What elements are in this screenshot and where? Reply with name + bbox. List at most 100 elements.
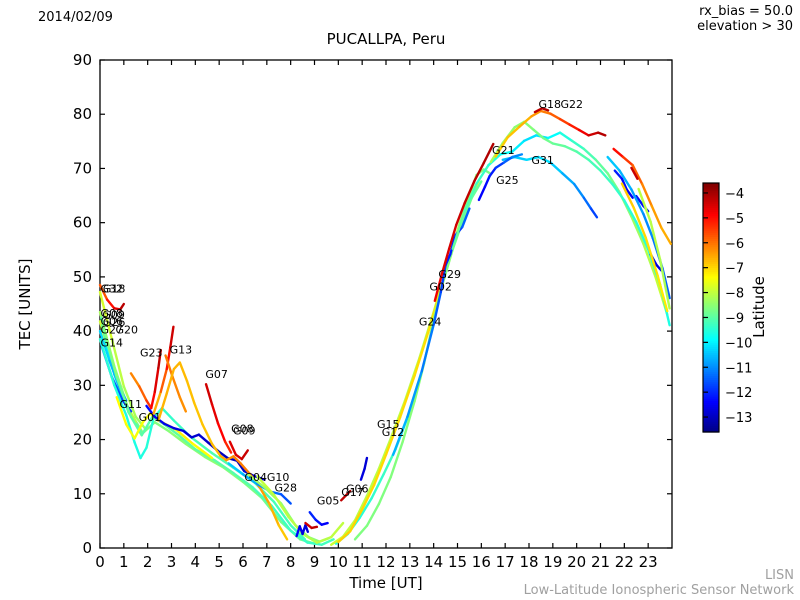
colorbar-slice: [703, 392, 719, 396]
track-segment: [563, 145, 578, 153]
track-segment: [210, 442, 222, 458]
satellite-label-G14: G14: [100, 336, 123, 349]
track-segment: [540, 107, 550, 112]
track-track-bd1: [613, 169, 634, 199]
satellite-label-G26: G26: [103, 316, 126, 329]
track-G13: [152, 325, 175, 415]
colorbar-tick-label: −6: [725, 237, 744, 252]
track-segment: [621, 155, 634, 167]
colorbar-slice: [703, 423, 719, 427]
colorbar-slice: [703, 421, 719, 425]
y-axis-label: TEC [UNITS]: [16, 259, 34, 351]
y-tick-label: 0: [82, 539, 92, 557]
track-segment: [606, 155, 621, 172]
colorbar-slice: [703, 367, 719, 371]
track-segment: [197, 433, 210, 445]
track-segment: [533, 107, 544, 114]
track-G18-b: [489, 120, 671, 327]
track-segment: [658, 258, 671, 310]
colorbar-slice: [703, 311, 719, 315]
y-tick-label: 70: [73, 159, 92, 177]
track-segment: [644, 236, 659, 278]
x-tick-label: 15: [448, 553, 467, 571]
colorbar-slice: [703, 212, 719, 215]
colorbar-slice: [703, 266, 719, 269]
track-segment: [190, 433, 201, 439]
colorbar-slice: [703, 309, 719, 313]
satellite-label-G08: G08: [231, 423, 254, 436]
colorbar-slice: [703, 185, 719, 188]
track-segment: [642, 212, 655, 240]
colorbar-slice: [703, 338, 719, 342]
x-tick-label: 20: [567, 553, 586, 571]
track-segment: [618, 169, 633, 191]
colorbar-slice: [703, 413, 719, 416]
colorbar-slice: [703, 191, 719, 194]
track-segment: [240, 449, 249, 461]
track-segment: [239, 462, 252, 476]
track-segment: [440, 247, 451, 275]
track-track-yd: [620, 182, 669, 313]
colorbar-slice: [703, 193, 719, 197]
track-segment: [204, 383, 214, 406]
satellite-label-G10: G10: [267, 471, 290, 484]
track-segment: [167, 430, 188, 446]
colorbar-slice: [703, 222, 719, 226]
colorbar-slice: [703, 257, 719, 261]
colorbar-slice: [703, 255, 719, 259]
track-segment: [241, 480, 264, 500]
track-segment: [160, 406, 176, 422]
satellite-label-G31: G31: [531, 154, 554, 167]
track-segment: [115, 396, 128, 426]
track-segment: [98, 338, 116, 387]
track-segment: [304, 524, 310, 533]
y-tick-label: 90: [73, 51, 92, 69]
track-segment: [525, 155, 540, 161]
track-segment: [320, 538, 335, 546]
track-segment: [175, 428, 195, 446]
track-segment: [172, 426, 185, 433]
track-segment: [227, 462, 245, 476]
satellite-label-G09: G09: [102, 308, 125, 321]
lisn-network-text: Low-Latitude Ionospheric Sensor Network: [524, 583, 795, 598]
colorbar-slice: [703, 195, 719, 199]
track-segment: [637, 187, 652, 223]
track-segment: [110, 338, 126, 388]
colorbar-slice: [703, 396, 719, 400]
track-segment: [140, 415, 154, 437]
colorbar-slice: [703, 373, 719, 377]
track-segment: [138, 385, 148, 402]
track-segment: [301, 532, 319, 544]
track-segment: [213, 458, 235, 475]
track-segment: [279, 493, 292, 505]
track-segment: [241, 473, 259, 486]
elevation-label: elevation > 30: [697, 19, 793, 34]
date-label: 2014/02/09: [38, 10, 113, 25]
track-segment: [234, 453, 244, 461]
track-segment: [133, 441, 142, 460]
track-segment: [377, 475, 392, 506]
colorbar-tick-label: −5: [725, 212, 744, 227]
track-segment: [141, 412, 152, 424]
satellite-label-G20: G20: [115, 323, 138, 336]
track-segment: [599, 169, 614, 186]
x-tick-label: 4: [191, 553, 201, 571]
track-segment: [370, 473, 385, 500]
track-segment: [549, 161, 564, 175]
colorbar-slice: [703, 207, 719, 211]
colorbar-slice: [703, 380, 719, 383]
track-segment: [308, 511, 317, 522]
colorbar-slice: [703, 332, 719, 336]
lisn-logo-text: LISN: [765, 568, 794, 583]
track-segment: [372, 453, 388, 487]
x-tick-label: 7: [262, 553, 272, 571]
track-segment: [98, 283, 109, 301]
track-segment: [315, 535, 333, 544]
track-segment: [389, 440, 404, 479]
colorbar-slice: [703, 234, 719, 238]
satellite-label-G07: G07: [205, 368, 228, 381]
track-segment: [444, 252, 452, 267]
colorbar-slice: [703, 402, 719, 406]
